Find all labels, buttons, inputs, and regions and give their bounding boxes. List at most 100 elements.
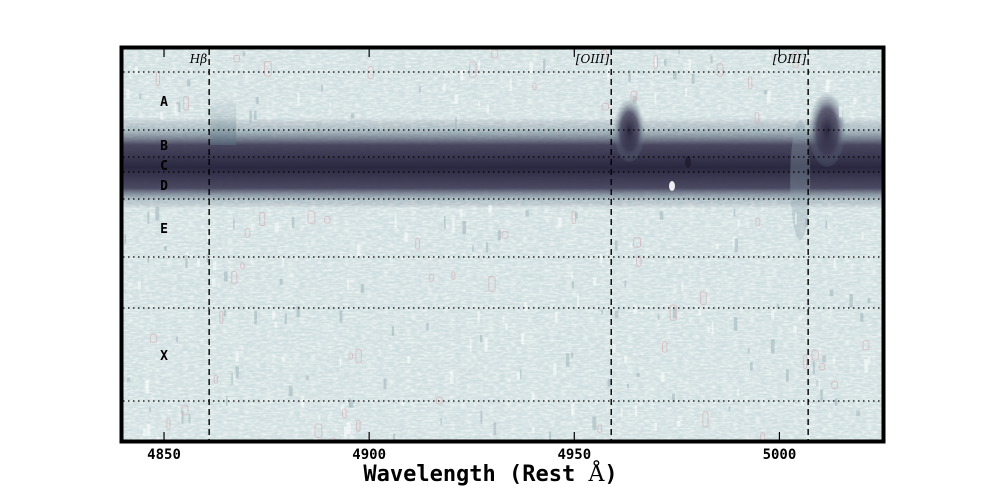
noise-speckle — [636, 372, 640, 377]
noise-speckle — [685, 87, 688, 97]
noise-speckle — [632, 95, 637, 104]
noise-speckle — [484, 338, 488, 353]
noise-speckle — [812, 361, 815, 374]
noise-speckle — [242, 51, 246, 57]
noise-speckle — [185, 255, 188, 269]
noise-speckle — [728, 406, 731, 411]
noise-speckle — [763, 89, 768, 95]
noise-speckle — [628, 69, 631, 83]
noise-speckle — [681, 281, 684, 292]
cosmic-ray-mask — [244, 228, 251, 239]
noise-speckle — [531, 392, 535, 401]
noise-speckle — [691, 73, 695, 84]
noise-speckle — [571, 403, 575, 416]
noise-speckle — [493, 422, 497, 436]
cosmic-ray-mask — [348, 352, 354, 360]
cosmic-ray-mask — [635, 255, 642, 268]
noise-speckle — [838, 106, 842, 118]
noise-speckle — [462, 220, 466, 235]
noise-speckle — [404, 232, 408, 242]
cosmic-ray-mask — [240, 262, 245, 270]
noise-speckle — [188, 414, 191, 423]
cosmic-ray-mask — [831, 381, 839, 389]
cosmic-ray-mask — [166, 418, 171, 430]
noise-speckle — [279, 278, 283, 285]
oiii-4959-emission — [613, 94, 646, 162]
noise-speckle — [626, 383, 629, 389]
noise-speckle — [226, 395, 228, 406]
noise-speckle — [861, 231, 864, 241]
noise-speckle — [134, 66, 138, 75]
noise-speckle — [175, 336, 179, 342]
cosmic-ray-mask — [328, 437, 337, 440]
noise-speckle — [197, 259, 201, 268]
dark-artifact — [685, 156, 691, 168]
noise-speckle — [254, 310, 257, 325]
noise-speckle — [142, 428, 147, 437]
cosmic-ray-mask — [532, 82, 537, 91]
noise-speckle — [155, 206, 160, 221]
cosmic-ray-mask — [755, 217, 761, 227]
noise-speckle — [459, 208, 463, 218]
noise-speckle — [508, 377, 511, 383]
noise-speckle — [488, 205, 492, 214]
noise-speckle — [653, 57, 657, 67]
noise-speckle — [472, 245, 474, 252]
noise-speckle — [419, 86, 421, 93]
noise-speckle — [321, 84, 323, 92]
noise-speckle — [137, 280, 141, 289]
noise-speckle — [654, 422, 658, 431]
noise-speckle — [212, 278, 216, 287]
noise-speckle — [543, 59, 546, 72]
noise-speckle — [291, 216, 295, 229]
noise-speckle — [571, 281, 575, 289]
oiii-5007-emission — [808, 87, 847, 167]
noise-speckle — [849, 294, 853, 308]
x-axis-title-suffix: ) — [604, 462, 618, 487]
noise-speckle — [822, 355, 827, 363]
noise-speckle — [455, 117, 457, 131]
noise-speckle — [344, 426, 348, 438]
noise-speckle — [737, 388, 739, 397]
cosmic-ray-mask — [811, 349, 819, 361]
noise-speckle — [532, 426, 535, 434]
cosmic-ray-mask — [653, 55, 659, 70]
cosmic-ray-mask — [341, 408, 347, 419]
noise-speckle — [349, 400, 354, 408]
noise-speckle — [750, 361, 753, 371]
cosmic-ray-mask — [488, 275, 496, 292]
noise-speckle — [829, 289, 834, 297]
noise-speckle — [575, 212, 578, 220]
noise-speckle — [147, 258, 150, 264]
noise-speckle — [654, 92, 657, 104]
noise-speckle — [249, 110, 252, 124]
region-boundaries — [123, 71, 882, 402]
noise-speckle — [624, 355, 628, 364]
noise-speckle — [571, 271, 573, 279]
emission-line-markers: Hβ [OIII] [OIII] — [189, 49, 809, 440]
noise-speckle — [223, 271, 228, 282]
emission-blobs — [210, 87, 847, 240]
noise-speckle — [832, 357, 836, 364]
noise-speckle — [360, 283, 364, 293]
cosmic-ray-mask — [818, 363, 826, 371]
noise-speckle — [509, 78, 512, 92]
noise-speckle — [529, 61, 534, 73]
noise-speckle — [833, 258, 836, 268]
noise-speckle — [477, 310, 480, 323]
noise-speckle — [233, 218, 235, 230]
noise-speckle — [607, 66, 610, 81]
noise-speckle — [635, 405, 638, 417]
cosmic-ray-mask — [803, 354, 808, 370]
noise-speckle — [272, 310, 275, 320]
noise-speckle — [274, 321, 278, 328]
noise-speckle — [678, 49, 680, 55]
cosmic-ray-mask — [314, 423, 323, 438]
noise-speckle — [148, 407, 152, 412]
noise-speckle — [633, 304, 637, 314]
cosmic-ray-mask — [633, 237, 642, 248]
noise-speckle — [566, 353, 570, 367]
noise-speckle — [284, 313, 287, 325]
noise-speckle — [624, 280, 627, 288]
